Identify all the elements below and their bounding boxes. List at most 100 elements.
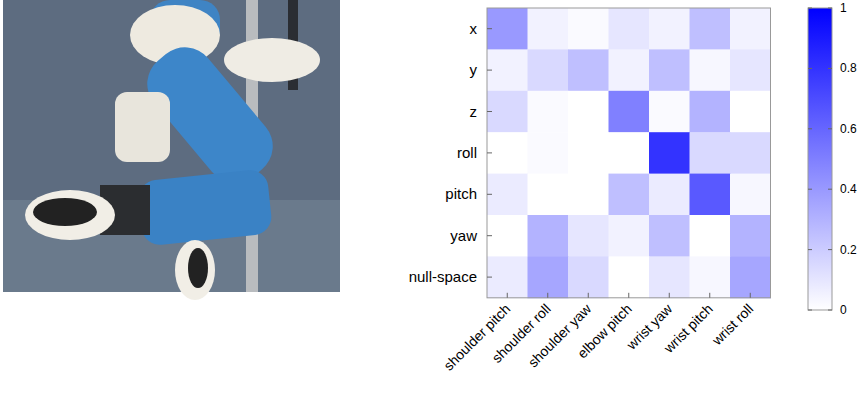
tick [669, 293, 670, 298]
colorbar [808, 8, 832, 310]
tick [487, 70, 492, 71]
tick [487, 194, 492, 195]
colorbar-tick [808, 310, 812, 311]
tick [547, 293, 548, 298]
cell [609, 215, 650, 257]
colorbar-tick [808, 249, 812, 250]
tick [487, 277, 492, 278]
cell [487, 174, 528, 216]
colorbar-tick [808, 128, 812, 129]
cell [649, 174, 690, 216]
cell [568, 91, 609, 133]
colorbar-label: 0.2 [840, 243, 857, 257]
cell [609, 256, 650, 298]
cell [609, 49, 650, 91]
frame [487, 8, 771, 298]
row-label: y [470, 61, 478, 78]
cell [528, 215, 569, 257]
cell [649, 8, 690, 50]
cell [609, 8, 650, 50]
column-label: wrist pitch [660, 301, 716, 357]
cell [730, 8, 771, 50]
cell [487, 256, 528, 298]
cell [528, 8, 569, 50]
colorbar-tick [828, 128, 832, 129]
colorbar-tick [828, 189, 832, 190]
cell [487, 132, 528, 174]
colorbar-tick [828, 68, 832, 69]
row-label: yaw [450, 227, 477, 244]
colorbar-tick [808, 8, 812, 9]
elbow-bracket [115, 92, 170, 162]
cell [528, 49, 569, 91]
row-label: x [470, 20, 478, 37]
cell [690, 91, 731, 133]
cell [568, 256, 609, 298]
row-label: pitch [445, 185, 477, 202]
cells [487, 8, 771, 298]
tick [487, 28, 492, 29]
colorbar-label: 0 [840, 303, 847, 317]
cell [649, 215, 690, 257]
cell [568, 215, 609, 257]
cell [690, 132, 731, 174]
cell [609, 132, 650, 174]
cell [649, 49, 690, 91]
cell [487, 91, 528, 133]
cell [568, 132, 609, 174]
cell [730, 132, 771, 174]
cell [649, 91, 690, 133]
cell [487, 8, 528, 50]
colorbar-tick [808, 189, 812, 190]
colorbar-tick [828, 310, 832, 311]
tick [487, 235, 492, 236]
cell [487, 49, 528, 91]
cell [568, 174, 609, 216]
colorbar-label: 0.8 [840, 61, 857, 75]
finger [175, 240, 215, 300]
cell [528, 91, 569, 133]
colorbar-label: 0.6 [840, 122, 857, 136]
column-label: wrist roll [708, 301, 756, 349]
tick [628, 293, 629, 298]
cell [568, 49, 609, 91]
hand [25, 190, 115, 240]
tick [487, 111, 492, 112]
cell [528, 256, 569, 298]
figure: xyzrollpitchyawnull-spaceshoulder pitchs… [0, 0, 866, 398]
cell [730, 49, 771, 91]
cell [690, 49, 731, 91]
cell [487, 215, 528, 257]
cell [528, 174, 569, 216]
colorbar-tick [828, 8, 832, 9]
cell [730, 91, 771, 133]
tick [588, 293, 589, 298]
cell [649, 256, 690, 298]
colorbar-tick [828, 249, 832, 250]
photo-background [3, 0, 340, 292]
cell [690, 174, 731, 216]
cell [730, 256, 771, 298]
cell [649, 132, 690, 174]
cell [609, 174, 650, 216]
tick [507, 293, 508, 298]
finger-pad [188, 248, 208, 288]
colorbar-label: 1 [840, 1, 847, 15]
colorbar-label: 0.4 [840, 182, 857, 196]
cell [528, 132, 569, 174]
tick [709, 293, 710, 298]
cell [730, 215, 771, 257]
cell [690, 215, 731, 257]
cell [690, 256, 731, 298]
cell [568, 8, 609, 50]
shoulder-cover [224, 38, 320, 82]
cell [609, 91, 650, 133]
row-label: roll [457, 144, 477, 161]
column-label: elbow pitch [574, 301, 635, 362]
tick [750, 293, 751, 298]
row-label: null-space [409, 268, 477, 285]
photo [3, 0, 340, 300]
colorbar-tick [808, 68, 812, 69]
forearm [137, 168, 273, 246]
cell [690, 8, 731, 50]
